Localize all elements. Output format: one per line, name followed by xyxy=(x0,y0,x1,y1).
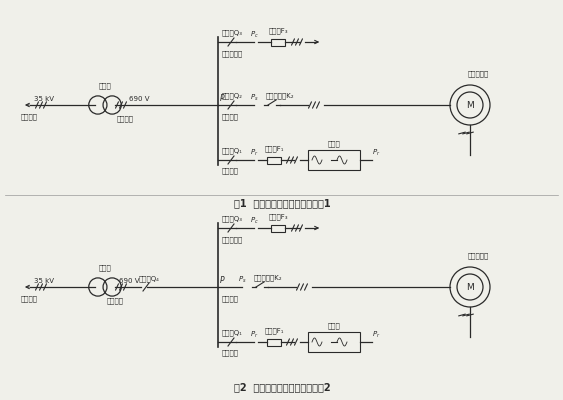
Bar xyxy=(308,150,360,170)
Text: 发电回路: 发电回路 xyxy=(117,115,134,122)
Text: $P_s$: $P_s$ xyxy=(250,93,258,103)
Text: 变压器: 变压器 xyxy=(99,82,111,89)
Text: 断路器Q₄: 断路器Q₄ xyxy=(139,275,160,282)
Text: 逆变器: 逆变器 xyxy=(328,322,341,329)
Text: M: M xyxy=(466,100,474,110)
Text: P: P xyxy=(220,276,225,285)
Text: 变压器: 变压器 xyxy=(99,264,111,271)
Text: 图2  双馈风电机组主回路简化图2: 图2 双馈风电机组主回路简化图2 xyxy=(234,382,330,392)
Text: 自用电回路: 自用电回路 xyxy=(222,50,243,57)
Text: 35 kV: 35 kV xyxy=(34,278,54,284)
Bar xyxy=(267,338,281,346)
Text: 双馈发电机: 双馈发电机 xyxy=(467,70,489,77)
Text: P: P xyxy=(220,94,225,103)
Text: 断路器Q₂: 断路器Q₂ xyxy=(222,92,243,99)
Bar xyxy=(308,332,360,352)
Text: $P_c$: $P_c$ xyxy=(250,216,259,226)
Text: 690 V: 690 V xyxy=(129,96,150,102)
Text: 并网接触器K₂: 并网接触器K₂ xyxy=(266,92,294,99)
Text: $P_r$: $P_r$ xyxy=(372,148,381,158)
Text: $P_c$: $P_c$ xyxy=(250,30,259,40)
Text: 断路器Q₃: 断路器Q₃ xyxy=(222,29,243,36)
Text: 熔断器F₁: 熔断器F₁ xyxy=(264,327,284,334)
Text: 转子回路: 转子回路 xyxy=(222,349,239,356)
Text: 定子回路: 定子回路 xyxy=(222,295,239,302)
Text: M: M xyxy=(466,282,474,292)
Text: $P_r$: $P_r$ xyxy=(372,330,381,340)
Text: $P_r$: $P_r$ xyxy=(250,148,258,158)
Text: 熔断器F₃: 熔断器F₃ xyxy=(268,213,288,220)
Text: 逆变器: 逆变器 xyxy=(328,140,341,147)
Text: 发电回路: 发电回路 xyxy=(107,297,124,304)
Text: 图1  双馈风电机组主回路简化图1: 图1 双馈风电机组主回路简化图1 xyxy=(234,198,330,208)
Text: 转子回路: 转子回路 xyxy=(222,167,239,174)
Text: 断路器Q₃: 断路器Q₃ xyxy=(222,215,243,222)
Text: 690 V: 690 V xyxy=(119,278,140,284)
Text: 熔断器F₁: 熔断器F₁ xyxy=(264,145,284,152)
Text: 定子回路: 定子回路 xyxy=(222,113,239,120)
Text: 熔断器F₃: 熔断器F₃ xyxy=(268,27,288,34)
Text: 至变电站: 至变电站 xyxy=(21,295,38,302)
Text: $P_s$: $P_s$ xyxy=(238,275,247,285)
Text: $P_r$: $P_r$ xyxy=(250,330,258,340)
Bar xyxy=(271,38,285,46)
Text: 自用电回路: 自用电回路 xyxy=(222,236,243,243)
Text: 至变电站: 至变电站 xyxy=(21,113,38,120)
Text: 断路器Q₁: 断路器Q₁ xyxy=(222,147,243,154)
Text: 并网接触器K₂: 并网接触器K₂ xyxy=(254,274,283,281)
Bar xyxy=(267,156,281,164)
Bar xyxy=(271,224,285,232)
Text: 断路器Q₁: 断路器Q₁ xyxy=(222,329,243,336)
Text: 双馈发电机: 双馈发电机 xyxy=(467,252,489,259)
Text: 35 kV: 35 kV xyxy=(34,96,54,102)
